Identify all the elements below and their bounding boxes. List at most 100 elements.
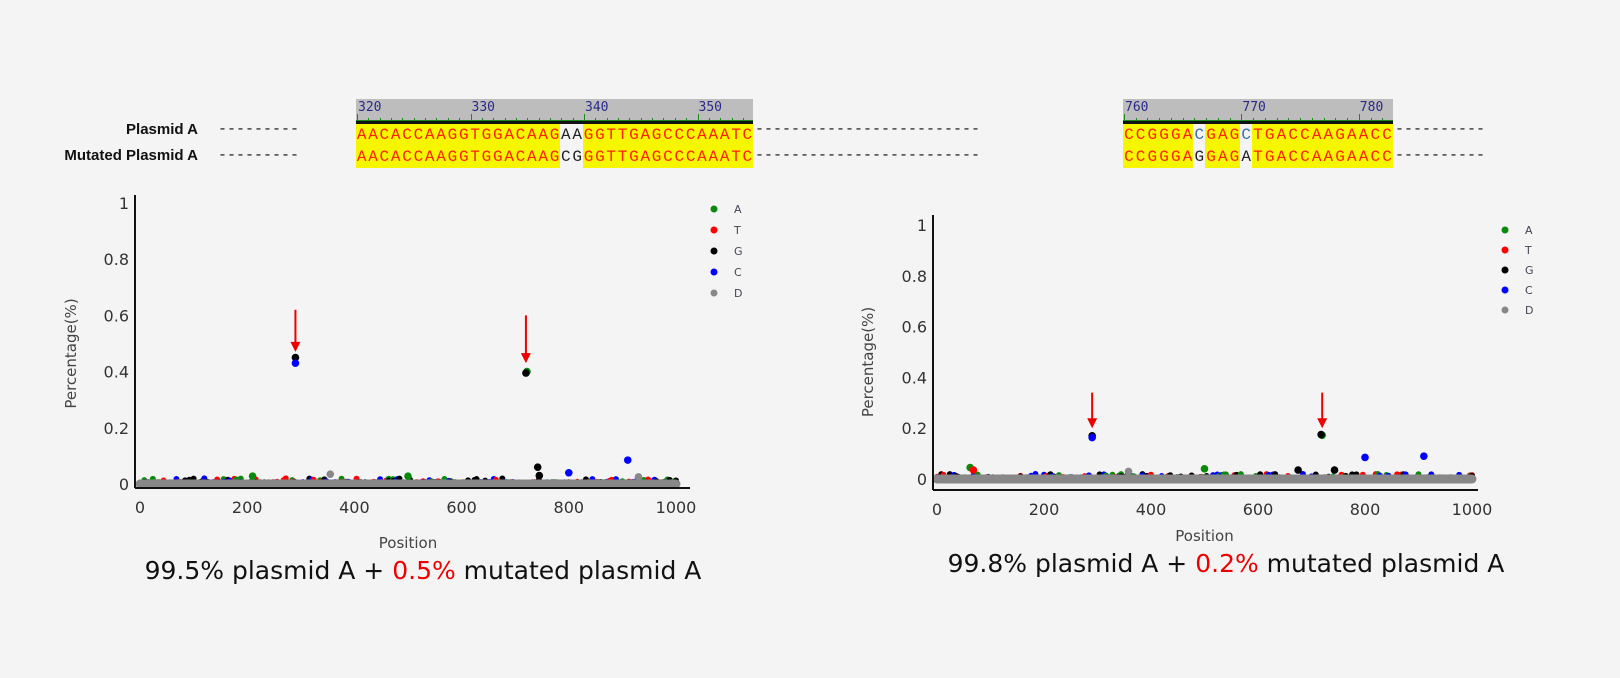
ruler-tick xyxy=(391,118,393,121)
base: C xyxy=(514,124,527,146)
base: C xyxy=(662,124,674,146)
base: C xyxy=(673,124,685,146)
ruler-label: 770 xyxy=(1242,100,1266,115)
red-arrow-head xyxy=(1087,418,1098,429)
base: G xyxy=(548,146,561,168)
caption-text: mutated plasmid A xyxy=(1258,549,1505,578)
ruler-tick xyxy=(504,118,506,121)
base: G xyxy=(1228,124,1241,146)
base: A xyxy=(356,124,368,146)
y-tick-label: 0 xyxy=(917,470,927,489)
legend-marker-D xyxy=(1501,306,1509,314)
base: G xyxy=(1146,146,1159,168)
base: C xyxy=(1287,146,1300,168)
base: G xyxy=(1169,146,1182,168)
base: A xyxy=(424,146,436,168)
legend-marker-A xyxy=(1501,226,1509,234)
base: A xyxy=(1181,124,1194,146)
ruler-tick xyxy=(1288,118,1290,121)
ruler-tick xyxy=(1159,118,1161,121)
base: A xyxy=(1310,146,1323,168)
ruler-tick xyxy=(584,114,585,121)
base: G xyxy=(1334,146,1346,168)
ruler-tick xyxy=(1253,118,1255,121)
ruler-tick xyxy=(606,118,608,121)
ruler-tick xyxy=(538,118,540,121)
base: A xyxy=(696,124,708,146)
ruler-tick xyxy=(1300,118,1302,121)
caption-text: 99.5% plasmid A + xyxy=(144,556,393,585)
base: G xyxy=(1158,146,1170,168)
ruler-tick xyxy=(481,118,483,121)
ruler-tick xyxy=(1170,118,1172,121)
ruler-tick xyxy=(1335,118,1337,121)
base: A xyxy=(1357,124,1370,146)
base: C xyxy=(1287,124,1300,146)
ruler-tick xyxy=(731,118,733,121)
base: G xyxy=(650,124,663,146)
data-point-A xyxy=(1200,465,1209,473)
ruler-tick xyxy=(1217,118,1219,121)
x-tick-label: 600 xyxy=(1243,500,1274,519)
gap-dashes: ---------- xyxy=(1395,147,1486,164)
row-label-plasmid-a: Plasmid A xyxy=(126,121,198,138)
caption-text: 99.8% plasmid A + xyxy=(947,549,1196,578)
ruler-tick xyxy=(640,118,642,121)
base: C xyxy=(684,146,697,168)
base: G xyxy=(446,146,459,168)
data-point-G xyxy=(1317,430,1325,439)
base: C xyxy=(684,124,697,146)
ruler-tick xyxy=(1182,118,1184,121)
x-tick-label: 0 xyxy=(932,500,942,519)
ruler-tick xyxy=(1323,118,1325,121)
legend-label: A xyxy=(1525,224,1533,237)
base: G xyxy=(1169,124,1182,146)
ruler-label: 330 xyxy=(471,100,495,115)
base: G xyxy=(594,146,606,168)
base: A xyxy=(707,146,719,168)
ruler-tick xyxy=(1229,118,1231,121)
ruler-tick xyxy=(708,118,710,121)
ruler-tick xyxy=(1194,118,1196,121)
base: C xyxy=(514,146,527,168)
ruler-tick xyxy=(1135,118,1137,121)
ruler-tick xyxy=(1147,118,1149,121)
ruler-tick xyxy=(1124,114,1125,121)
base: A xyxy=(356,146,368,168)
ruler-tick xyxy=(357,114,358,121)
base: T xyxy=(616,124,629,146)
base: A xyxy=(1216,124,1229,146)
base: G xyxy=(548,124,561,146)
base: C xyxy=(1134,124,1147,146)
gap-dashes: ------------------------- xyxy=(755,121,981,138)
base: G xyxy=(458,124,470,146)
ruler-tick xyxy=(572,118,574,121)
base: C xyxy=(741,124,754,146)
base: C xyxy=(1381,146,1393,168)
legend-label: C xyxy=(1525,284,1533,297)
base: A xyxy=(719,124,731,146)
y-tick-label: 0.8 xyxy=(902,267,927,286)
ruler-label: 760 xyxy=(1125,100,1149,115)
base: T xyxy=(605,124,617,146)
base: G xyxy=(1146,124,1159,146)
mismatch-base: G xyxy=(571,146,583,168)
data-point-G xyxy=(1294,466,1302,474)
legend-label: T xyxy=(1524,244,1532,257)
base: A xyxy=(1181,146,1194,168)
base: A xyxy=(1275,124,1288,146)
y-tick-label: 0.6 xyxy=(902,318,927,337)
data-point-G xyxy=(1330,466,1339,474)
y-axis-label: Percentage(%) xyxy=(859,307,877,417)
ruler-label: 350 xyxy=(698,100,722,115)
base: C xyxy=(1123,124,1135,146)
ruler-tick xyxy=(1370,118,1372,121)
base: C xyxy=(378,124,391,146)
base: A xyxy=(1322,146,1335,168)
base: C xyxy=(1134,146,1147,168)
legend-marker-G xyxy=(1501,266,1509,274)
base: C xyxy=(673,146,685,168)
base: G xyxy=(650,146,663,168)
